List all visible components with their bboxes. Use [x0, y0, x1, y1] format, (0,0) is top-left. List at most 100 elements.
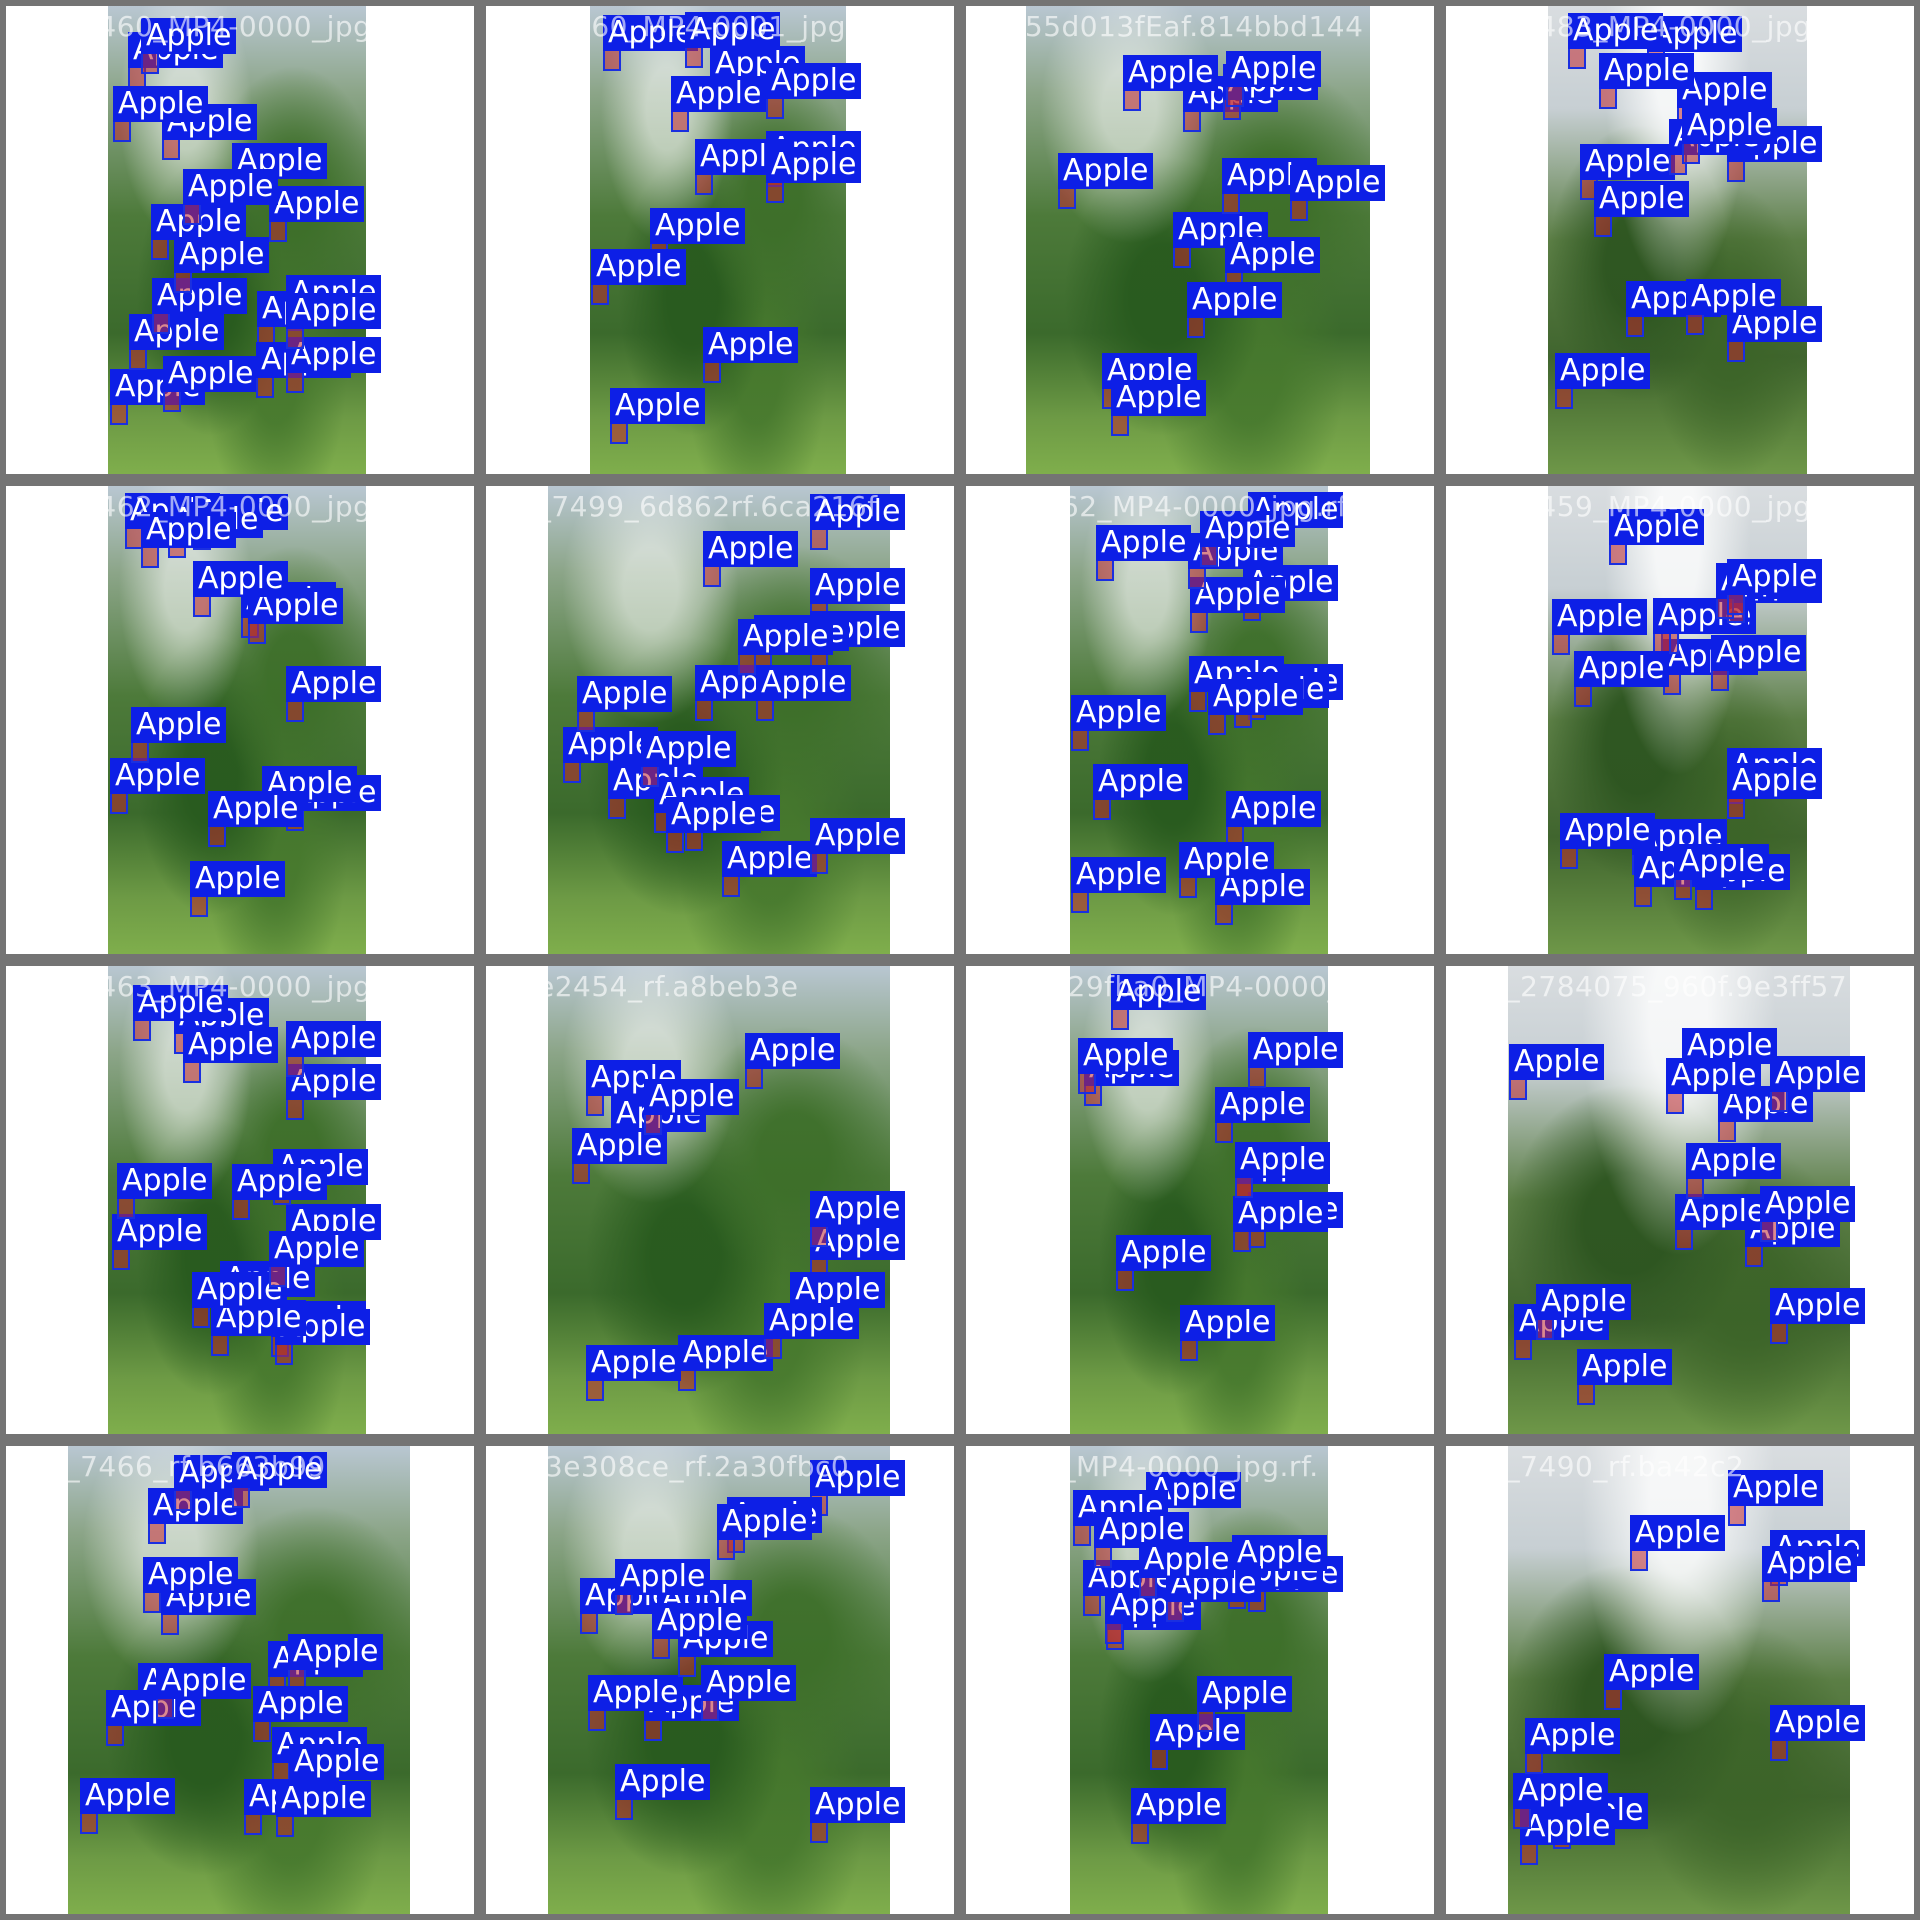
detection-label: Apple: [1686, 1143, 1782, 1179]
bounding-box: [1509, 1078, 1527, 1100]
bounding-box: [701, 1699, 719, 1721]
detection-label: Apple: [1225, 237, 1321, 273]
detection-label: Apple: [1580, 144, 1676, 180]
bounding-box: [80, 1812, 98, 1834]
bounding-box: [1745, 1245, 1763, 1267]
bounding-box: [143, 1591, 161, 1613]
bounding-box: [1189, 690, 1207, 712]
detection-label: Apple: [650, 208, 746, 244]
detection-label: Apple: [1139, 1542, 1235, 1578]
detection-label: Apple: [586, 1345, 682, 1381]
detection-label: Apple: [1594, 181, 1690, 217]
bounding-box: [1105, 1622, 1123, 1644]
bounding-box: [275, 1343, 293, 1365]
bounding-box: [162, 138, 180, 160]
tile-filename: f86e7460_MP4-0001_jpg.rf.: [490, 10, 886, 43]
bounding-box: [286, 371, 304, 393]
bounding-box: [190, 895, 208, 917]
detection-label: Apple: [1197, 1676, 1293, 1712]
bounding-box: [1727, 340, 1745, 362]
image-tile: d0a7562_MP4-0000_jpg.rf. Apple Apple Apple A…: [960, 480, 1440, 960]
detection-label: Apple: [1674, 844, 1770, 880]
bounding-box: [276, 1815, 294, 1837]
bounding-box: [269, 220, 287, 242]
detection-label: Apple: [764, 1303, 860, 1339]
bounding-box: [1577, 1383, 1595, 1405]
tile-filename: IMG_2784075_960f.9e3ff57: [1450, 970, 1848, 1003]
bounding-box: [1116, 1269, 1134, 1291]
bounding-box: [695, 173, 713, 195]
bounding-box: [269, 1265, 287, 1287]
bounding-box: [192, 1306, 210, 1328]
bounding-box: [286, 1098, 304, 1120]
bounding-box: [764, 1337, 782, 1359]
bounding-box: [1200, 545, 1218, 567]
bounding-box: [286, 1055, 304, 1077]
detection-label: Apple: [1630, 1515, 1726, 1551]
detection-label: Apple: [1675, 1194, 1771, 1230]
detection-label: Apple: [703, 327, 799, 363]
bounding-box: [1675, 1228, 1693, 1250]
bounding-box: [1686, 1177, 1704, 1199]
bounding-box: [1552, 633, 1570, 655]
bounding-box: [591, 283, 609, 305]
detection-label: Apple: [208, 791, 304, 827]
bounding-box: [577, 710, 595, 732]
bounding-box: [766, 181, 784, 203]
bounding-box: [248, 622, 266, 644]
detection-label: Apple: [1727, 763, 1823, 799]
bounding-box: [1215, 903, 1233, 925]
bounding-box: [1188, 567, 1206, 589]
tile-filename: 8b43d_MP4-0000_jpg.rf.: [970, 1450, 1319, 1483]
detection-label: Apple: [1513, 1773, 1609, 1809]
detection-label: Apple: [1552, 599, 1648, 635]
bounding-box: [1634, 885, 1652, 907]
detection-label: Apple: [1093, 764, 1189, 800]
bounding-box: [1760, 1220, 1778, 1242]
bounding-box: [738, 653, 756, 675]
image-tile: 8b43d_MP4-0000_jpg.rf. Apple Apple Apple App…: [960, 1440, 1440, 1920]
detection-label: Apple: [141, 512, 237, 548]
bounding-box: [141, 546, 159, 568]
bounding-box: [253, 1720, 271, 1742]
detection-label: Apple: [269, 186, 365, 222]
bounding-box: [1770, 1739, 1788, 1761]
bounding-box: [1071, 729, 1089, 751]
detection-label: Apple: [738, 619, 834, 655]
bounding-box: [110, 792, 128, 814]
tile-filename: IMG_7460_MP4-0000_jpg.rf.: [10, 10, 411, 43]
bounding-box: [1290, 199, 1308, 221]
bounding-box: [1078, 1072, 1096, 1094]
detection-label: Apple: [232, 1452, 328, 1488]
detection-label: Apple: [156, 1663, 252, 1699]
bounding-box: [286, 327, 304, 349]
detection-label: Apple: [1599, 53, 1695, 89]
bounding-box: [183, 203, 201, 225]
bounding-box: [722, 875, 740, 897]
detection-label: Apple: [1604, 1654, 1700, 1690]
image-tile: IMG_2784075_960f.9e3ff57 Apple Apple Apple A…: [1440, 960, 1920, 1440]
detection-label: Apple: [603, 15, 699, 51]
detection-label: Apple: [148, 1488, 244, 1524]
detection-label: Apple: [1568, 13, 1664, 49]
detection-label: Apple: [1116, 1235, 1212, 1271]
image-tile: IMG_7466_rf.b663b99 Apple Apple Apple Apple A…: [0, 1440, 480, 1920]
detection-label: Apple: [1727, 559, 1823, 595]
bounding-box: [131, 741, 149, 763]
bounding-box: [810, 852, 828, 874]
detection-label: Apple: [1078, 1038, 1174, 1074]
detection-label: Apple: [131, 707, 227, 743]
bounding-box: [1180, 1339, 1198, 1361]
detection-label: Apple: [1509, 1044, 1605, 1080]
bounding-box: [1222, 192, 1240, 214]
bounding-box: [1093, 798, 1111, 820]
detection-label: Apple: [276, 1781, 372, 1817]
bounding-box: [1574, 685, 1592, 707]
tile-filename: 6b63e308ce_rf.2a30fbc0: [490, 1450, 850, 1483]
detection-label: Apple: [766, 63, 862, 99]
detection-label: Apple: [1248, 1032, 1344, 1068]
detection-label: Apple: [722, 841, 818, 877]
image-tile: 6b63e308ce_rf.2a30fbc0 Apple Apple Apple App…: [480, 1440, 960, 1920]
detection-label: Apple: [106, 1690, 202, 1726]
bounding-box: [563, 761, 581, 783]
